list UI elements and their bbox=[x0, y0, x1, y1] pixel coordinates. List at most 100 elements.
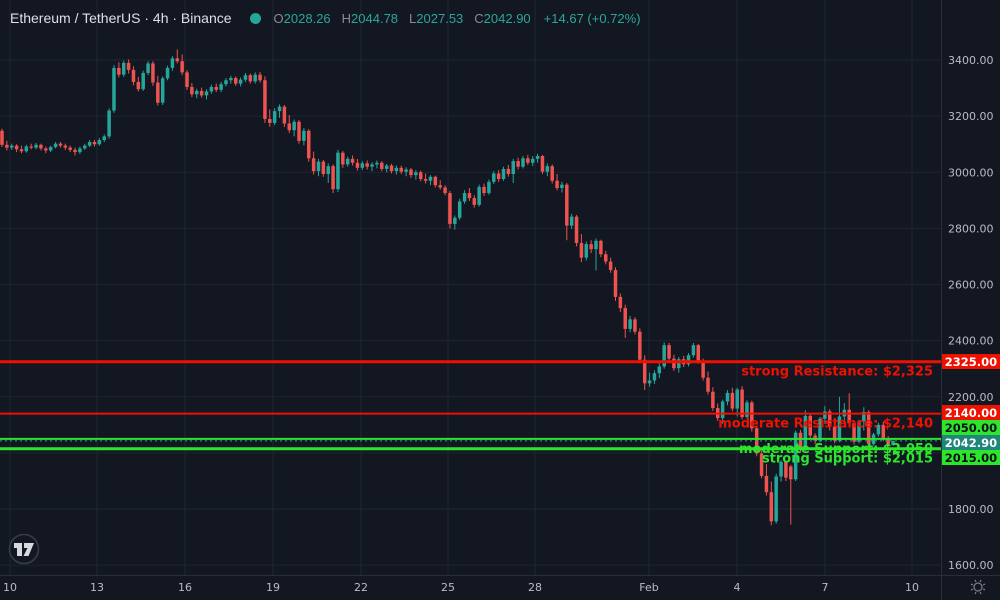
candle-body bbox=[501, 168, 506, 180]
candle-body bbox=[112, 67, 116, 111]
high-value: 2044.78 bbox=[351, 10, 399, 26]
price-tag-value: 2140.00 bbox=[945, 406, 997, 420]
candle-body bbox=[540, 156, 545, 172]
price-tag-value: 2050.00 bbox=[945, 421, 997, 435]
candle-body bbox=[97, 140, 102, 145]
candle-body bbox=[341, 152, 345, 165]
candle-body bbox=[857, 421, 861, 442]
candle-body bbox=[272, 111, 277, 123]
candle-body bbox=[321, 161, 326, 174]
candle-body bbox=[657, 366, 662, 374]
high-label: H bbox=[341, 10, 352, 26]
candle-body bbox=[779, 461, 783, 477]
candle-body bbox=[219, 84, 223, 90]
candle-body bbox=[555, 180, 559, 189]
settings-gear-icon[interactable] bbox=[970, 579, 986, 595]
candle-body bbox=[535, 156, 540, 159]
strong-support-label: strong Support: $2,015 bbox=[762, 452, 933, 467]
candle-body bbox=[662, 345, 666, 367]
time-axis-label: 16 bbox=[178, 581, 192, 594]
price-axis-label: 2600.00 bbox=[948, 279, 994, 292]
low-value: 2027.53 bbox=[416, 10, 464, 26]
candle-body bbox=[642, 359, 647, 384]
candle-body bbox=[706, 377, 710, 392]
candle-body bbox=[185, 72, 189, 87]
time-axis[interactable] bbox=[0, 575, 941, 600]
candle-body bbox=[789, 466, 793, 480]
candle-body bbox=[550, 166, 554, 181]
candle-body bbox=[238, 79, 243, 84]
candle-body bbox=[823, 411, 827, 419]
gear-tooth bbox=[982, 583, 986, 586]
price-axis-label: 2800.00 bbox=[948, 222, 994, 235]
candle-body bbox=[672, 358, 676, 369]
candle-body bbox=[63, 145, 68, 148]
candle-body bbox=[14, 145, 19, 150]
candle-body bbox=[170, 58, 175, 68]
market-status-icon bbox=[249, 12, 261, 24]
close-value: 2042.90 bbox=[483, 10, 531, 26]
candle-body bbox=[326, 166, 330, 174]
price-tag-value: 2015.00 bbox=[945, 451, 997, 465]
candle-body bbox=[92, 142, 97, 145]
candle-body bbox=[331, 166, 335, 190]
time-axis-label: 7 bbox=[822, 581, 829, 594]
candle-body bbox=[277, 106, 282, 112]
candle-body bbox=[438, 185, 442, 188]
low-label: L bbox=[409, 10, 417, 26]
candle-body bbox=[394, 167, 399, 172]
price-axis[interactable] bbox=[941, 0, 1000, 600]
tradingview-logo[interactable] bbox=[8, 533, 42, 567]
candle-body bbox=[146, 63, 150, 73]
candle-body bbox=[443, 187, 447, 194]
symbol-title[interactable]: Ethereum / TetherUS · 4h · Binance bbox=[10, 10, 232, 26]
candle-body bbox=[579, 243, 584, 258]
candle-body bbox=[623, 308, 627, 329]
price-tag-box bbox=[942, 354, 1000, 369]
candle-body bbox=[686, 355, 691, 365]
logo-glyph-7 bbox=[23, 543, 34, 556]
candle-body bbox=[647, 380, 652, 384]
candle-body bbox=[375, 162, 379, 165]
candle-body bbox=[862, 411, 866, 422]
candle-body bbox=[282, 106, 287, 124]
candle-body bbox=[691, 345, 696, 356]
candle-body bbox=[589, 244, 593, 250]
candle-body bbox=[448, 193, 452, 224]
candle-body bbox=[453, 217, 457, 224]
candle-body bbox=[720, 401, 725, 419]
candle-body bbox=[24, 146, 29, 152]
candle-body bbox=[881, 424, 886, 439]
time-axis-label: 22 bbox=[354, 581, 368, 594]
candle-body bbox=[48, 147, 53, 151]
candle-body bbox=[652, 373, 657, 381]
candle-body bbox=[423, 179, 428, 181]
candle-body bbox=[141, 72, 145, 90]
candle-body bbox=[530, 158, 535, 163]
candle-body bbox=[516, 161, 520, 167]
gear-tooth bbox=[974, 591, 977, 595]
candle-body bbox=[389, 165, 394, 172]
candle-body bbox=[526, 158, 530, 163]
candle-body bbox=[160, 78, 165, 103]
candle-body bbox=[482, 186, 486, 194]
candle-body bbox=[180, 61, 184, 73]
candle-body bbox=[107, 110, 111, 137]
price-axis-label: 3400.00 bbox=[948, 54, 994, 67]
candle-body bbox=[677, 359, 681, 369]
candle-body bbox=[818, 418, 822, 441]
candle-body bbox=[784, 461, 788, 478]
price-axis-labels: 3400.00 3200.00 3000.00 2800.00 2600.00 2400.… bbox=[948, 54, 994, 572]
candle-body bbox=[462, 193, 467, 202]
candle-body bbox=[68, 147, 72, 150]
candle-body bbox=[117, 67, 121, 75]
price-axis-label: 1600.00 bbox=[948, 559, 994, 572]
candle-body bbox=[604, 254, 608, 262]
candle-body bbox=[764, 475, 769, 493]
candle-body bbox=[667, 345, 671, 359]
candle-body bbox=[258, 74, 262, 81]
candle-body bbox=[803, 415, 808, 450]
price-axis-label: 3200.00 bbox=[948, 110, 994, 123]
candle-body bbox=[409, 169, 413, 176]
